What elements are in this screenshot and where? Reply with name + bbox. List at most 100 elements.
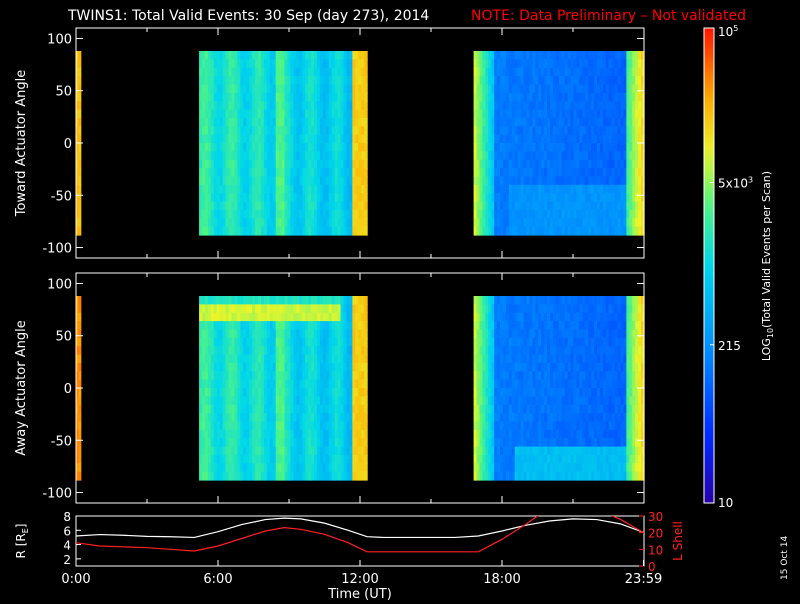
toward-heatmap-cell [78,118,81,127]
toward-heatmap-cell [364,143,368,152]
away-heatmap-cell [78,430,81,439]
toward-heatmap-cell [364,227,368,236]
toward-heatmap-cell [78,59,81,68]
toward-heatmap-cell [364,168,368,177]
toward-y-tick-label: -50 [51,189,72,204]
toward-heatmap-cell [78,151,81,160]
away-heatmap-cell [78,296,81,305]
toward-heatmap-cell [364,185,368,194]
toward-heatmap-cell [364,68,368,77]
toward-heatmap-cell [78,168,81,177]
plot-title: TWINS1: Total Valid Events: 30 Sep (day … [67,8,429,24]
toward-heatmap-cell [78,68,81,77]
away-heatmap-cell [78,304,81,313]
toward-heatmap-cell [364,218,368,227]
toward-y-tick-label: 50 [55,85,72,100]
toward-y-tick-label: -100 [42,242,72,257]
away-heatmap-cell [364,329,368,338]
toward-heatmap-cell [364,51,368,60]
toward-heatmap-cell [78,101,81,110]
away-heatmap-cell [78,447,81,456]
toward-heatmap-cell [364,160,368,169]
away-heatmap-cell [78,313,81,322]
away-heatmap-cell [364,363,368,372]
away-heatmap-cell [78,338,81,347]
toward-heatmap-cell [364,118,368,127]
away-heatmap-cell [78,355,81,364]
away-heatmap-cell [364,388,368,397]
toward-heatmap-cell [78,51,81,60]
away-heatmap-cell [364,455,368,464]
toward-heatmap-cell [78,143,81,152]
preliminary-note: NOTE: Data Preliminary – Not validated [471,8,746,24]
away-heatmap-cell [78,455,81,464]
away-heatmap-cell [364,321,368,330]
toward-heatmap-cell [78,76,81,85]
away-heatmap-cell [78,388,81,397]
away-heatmap-cell [364,430,368,439]
away-heatmap-cell [78,438,81,447]
toward-heatmap-cell [78,110,81,119]
away-heatmap-cell [364,396,368,405]
away-heatmap-cell [364,380,368,389]
away-heatmap-cell [78,329,81,338]
toward-heatmap-cell [364,76,368,85]
away-heatmap-cell [78,380,81,389]
away-heatmap-cell [364,371,368,380]
toward-heatmap-cell [78,210,81,219]
away-heatmap-cell [78,396,81,405]
away-heatmap-cell [78,321,81,330]
away-heatmap-cell [78,346,81,355]
date-stamp: 15 Oct 14 [780,536,790,580]
away-heatmap-cell [78,472,81,481]
away-heatmap-cell [364,438,368,447]
toward-heatmap-cell [364,84,368,93]
toward-heatmap-cell [364,202,368,211]
away-heatmap-cell [364,405,368,414]
toward-heatmap-cell [78,218,81,227]
toward-heatmap-cell [364,193,368,202]
toward-y-tick-label: 0 [64,137,72,152]
away-heatmap-cell [78,371,81,380]
away-heatmap-cell [364,338,368,347]
toward-heatmap-cell [78,227,81,236]
away-heatmap-cell [364,463,368,472]
toward-heatmap-cell [78,84,81,93]
away-heatmap-cell [78,363,81,372]
away-heatmap-cell [364,313,368,322]
away-heatmap-cell [364,447,368,456]
toward-heatmap-cell [78,185,81,194]
toward-y-axis-label: Toward Actuator Angle [14,70,29,217]
away-heatmap-cell [78,421,81,430]
away-heatmap-cell [364,346,368,355]
toward-heatmap-cell [364,151,368,160]
toward-heatmap-cell [78,93,81,102]
toward-heatmap-cell [78,202,81,211]
toward-heatmap-cell [364,110,368,119]
toward-heatmap-cell [78,160,81,169]
away-heatmap-cell [364,296,368,305]
toward-heatmap-cell [78,126,81,135]
away-heatmap-cell [364,304,368,313]
away-heatmap-cell [78,405,81,414]
toward-heatmap-cell [364,93,368,102]
toward-heatmap-cell [78,193,81,202]
toward-heatmap-cell [364,176,368,185]
toward-heatmap-cell [364,210,368,219]
away-heatmap-cell [78,463,81,472]
toward-heatmap-cell [364,101,368,110]
toward-y-tick-label: 100 [47,32,72,47]
toward-heatmap-cell [364,59,368,68]
toward-heatmap-panel: 100 50 0 -50 -100 Toward Actuator Angle [14,28,645,258]
away-heatmap-cell [364,421,368,430]
away-heatmap-cell [364,355,368,364]
toward-heatmap-cell [364,135,368,144]
toward-heatmap-cell [78,176,81,185]
away-heatmap-cell [364,413,368,422]
toward-heatmap-cell [364,126,368,135]
away-heatmap-cell [78,413,81,422]
away-heatmap-cell [364,472,368,481]
